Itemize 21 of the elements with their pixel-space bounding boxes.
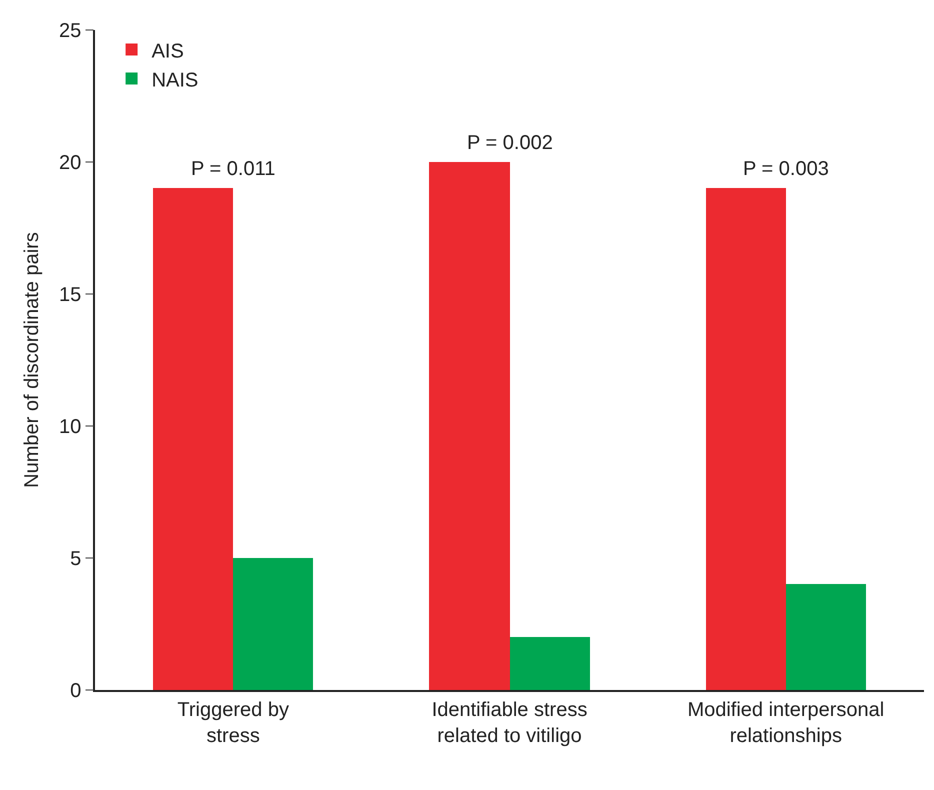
x-tick-label: Modified interpersonal relationships (687, 698, 884, 747)
y-axis-title: Number of discordinate pairs (21, 232, 43, 488)
y-tick-label: 10 (59, 416, 82, 438)
bar (429, 162, 510, 690)
bar (233, 558, 313, 690)
legend-label: AIS (152, 40, 184, 62)
y-tick-label: 20 (59, 152, 82, 174)
x-tick-label: Triggered by stress (177, 698, 289, 747)
annotation: P = 0.011 (191, 158, 276, 180)
annotation: P = 0.002 (467, 132, 553, 154)
legend-label: NAIS (152, 69, 198, 92)
y-tick-label: 15 (59, 284, 82, 306)
y-tick-label: 25 (59, 20, 82, 42)
bar (706, 188, 786, 690)
annotation: P = 0.003 (743, 158, 829, 180)
bar (786, 584, 866, 690)
x-tick-label: Identifiable stress related to vitiligo (432, 698, 588, 747)
y-tick-label: 0 (70, 680, 82, 702)
bar (153, 188, 233, 690)
bar (510, 637, 590, 690)
y-tick-label: 5 (70, 548, 82, 570)
